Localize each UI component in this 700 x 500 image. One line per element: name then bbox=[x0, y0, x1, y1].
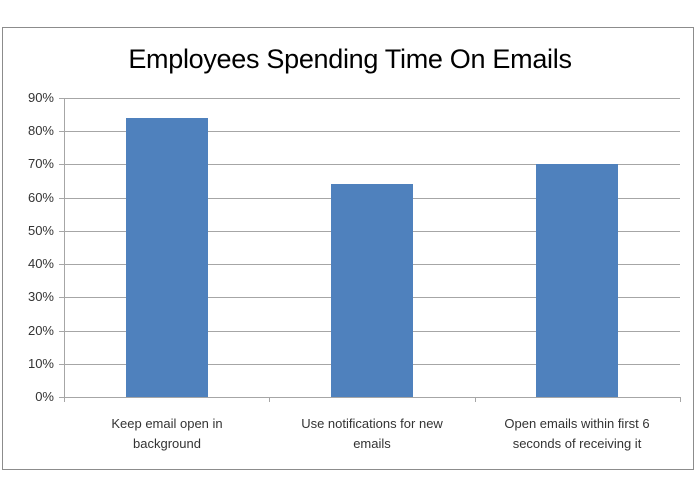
y-tick bbox=[59, 198, 64, 199]
y-tick bbox=[59, 231, 64, 232]
plot-area bbox=[59, 98, 681, 402]
gridline bbox=[64, 131, 680, 132]
x-tick bbox=[680, 397, 681, 402]
y-tick-label: 70% bbox=[27, 156, 54, 171]
bar bbox=[536, 164, 618, 397]
x-axis-line bbox=[59, 397, 680, 398]
y-tick-label: 40% bbox=[27, 256, 54, 271]
y-tick bbox=[59, 331, 64, 332]
y-tick bbox=[59, 364, 64, 365]
y-tick-label: 80% bbox=[27, 123, 54, 138]
gridline bbox=[64, 164, 680, 165]
y-axis-line bbox=[64, 98, 65, 402]
y-tick bbox=[59, 164, 64, 165]
y-tick-label: 30% bbox=[27, 289, 54, 304]
x-tick bbox=[269, 397, 270, 402]
y-tick bbox=[59, 98, 64, 99]
gridline bbox=[64, 98, 680, 99]
y-tick-label: 50% bbox=[27, 223, 54, 238]
chart-title: Employees Spending Time On Emails bbox=[128, 44, 572, 74]
y-tick-label: 10% bbox=[27, 356, 54, 371]
y-tick-label: 60% bbox=[27, 190, 54, 205]
x-category-label: Use notifications for new emails bbox=[301, 416, 443, 451]
x-category-label: Open emails within first 6 seconds of rec… bbox=[504, 416, 650, 451]
y-tick-label: 20% bbox=[27, 323, 54, 338]
bar bbox=[331, 184, 413, 397]
x-tick bbox=[475, 397, 476, 402]
x-category-label: Keep email open in background bbox=[111, 416, 223, 451]
y-tick bbox=[59, 131, 64, 132]
y-tick-label: 90% bbox=[27, 90, 54, 105]
bar bbox=[126, 118, 208, 397]
y-tick-label: 0% bbox=[35, 389, 54, 404]
y-tick bbox=[59, 264, 64, 265]
y-tick bbox=[59, 297, 64, 298]
x-tick bbox=[64, 397, 65, 402]
